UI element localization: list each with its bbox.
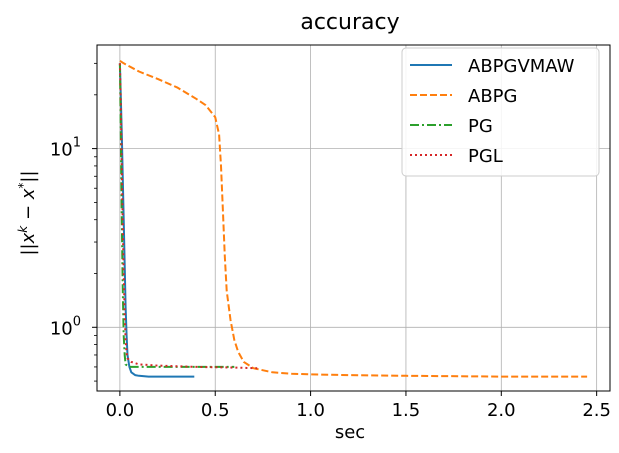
y-axis-title-base-1: x — [18, 232, 39, 244]
x-tick-label: 1.5 — [392, 400, 421, 421]
series-line-pgl — [118, 63, 258, 370]
y-axis-title-sup-1: k — [16, 225, 30, 233]
y-axis-title-base-2: x — [18, 188, 39, 200]
series-line-abpg — [119, 59, 588, 378]
x-tick-label: 1.0 — [296, 400, 325, 421]
x-tick-label: 2.5 — [582, 400, 611, 421]
legend-label-pg: PG — [468, 116, 493, 137]
series-line-abpgvmaw — [118, 63, 195, 378]
legend: ABPGVMAW ABPG PG PGL — [401, 47, 600, 177]
legend-label-pgl: PGL — [468, 146, 503, 167]
series-line-pg — [118, 63, 235, 368]
y-axis-title-sup-2: * — [16, 183, 30, 189]
y-tick-label-exponent: 1 — [73, 136, 81, 151]
y-tick-label-base: 10 — [50, 318, 73, 339]
plot-area-frame — [96, 44, 611, 392]
x-tick-label: 0.5 — [201, 400, 230, 421]
data-series — [118, 59, 588, 378]
y-tick-label: 100 — [50, 314, 81, 339]
x-tick-label: 0.0 — [106, 400, 135, 421]
chart-title: accuracy — [300, 10, 399, 35]
x-tick-label: 2.0 — [487, 400, 516, 421]
legend-box — [401, 47, 600, 177]
legend-label-abpg: ABPG — [468, 86, 517, 107]
y-tick-label-exponent: 0 — [73, 314, 81, 329]
y-axis-title-prefix: || — [18, 243, 39, 255]
y-tick-label-base: 10 — [50, 140, 73, 161]
legend-label-abpgvmaw: ABPGVMAW — [468, 56, 575, 77]
x-axis-title: sec — [335, 422, 365, 443]
y-tick-label: 101 — [50, 136, 81, 161]
y-axis-title: ||xk − x*|| — [16, 170, 39, 255]
y-axis-title-suffix: || — [18, 170, 39, 182]
y-axis-title-mid: − — [18, 199, 39, 226]
